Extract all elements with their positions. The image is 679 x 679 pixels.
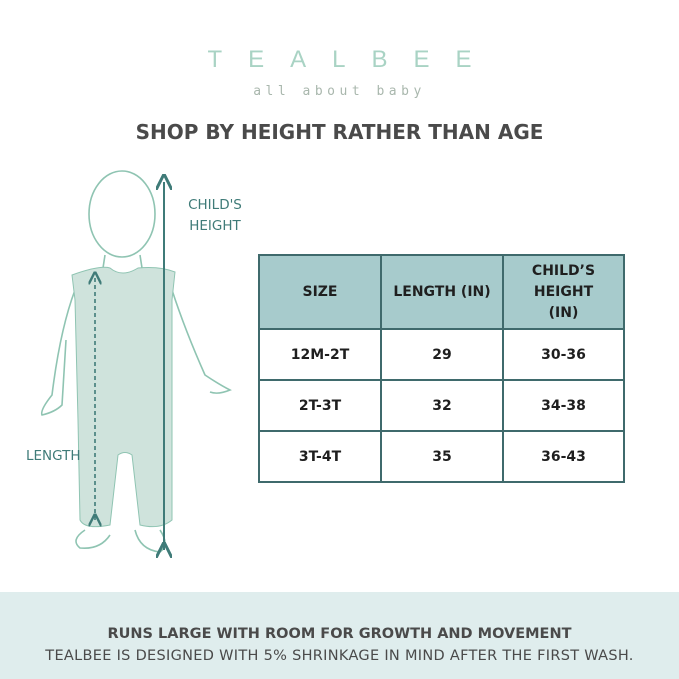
cell-length: 35 [380, 430, 504, 483]
table-header-row: SIZE LENGTH (IN) CHILD’S HEIGHT (IN) [258, 254, 625, 330]
footer-band [0, 592, 679, 679]
cell-length: 32 [380, 379, 504, 432]
cell-size: 3T-4T [258, 430, 382, 483]
romper-shape [71, 266, 176, 528]
brand-logo: TEALBEE [207, 46, 498, 73]
child-outline [40, 170, 232, 553]
footer-note: TEALBEE IS DESIGNED WITH 5% SHRINKAGE IN… [45, 648, 634, 664]
table-row: 3T-4T 35 36-43 [258, 430, 625, 483]
table-row: 12M-2T 29 30-36 [258, 328, 625, 381]
height-label: CHILD'S HEIGHT [188, 197, 242, 234]
cell-height: 36-43 [502, 430, 625, 483]
footer-headline: RUNS LARGE WITH ROOM FOR GROWTH AND MOVE… [107, 626, 572, 642]
cell-height: 34-38 [502, 379, 625, 432]
header-length: LENGTH (IN) [380, 254, 504, 330]
child-figure-illustration [40, 170, 232, 570]
cell-size: 12M-2T [258, 328, 382, 381]
cell-size: 2T-3T [258, 379, 382, 432]
header-height: CHILD’S HEIGHT (IN) [502, 254, 625, 330]
cell-height: 30-36 [502, 328, 625, 381]
length-label: LENGTH [26, 448, 81, 464]
header-size: SIZE [258, 254, 382, 330]
cell-length: 29 [380, 328, 504, 381]
brand-tagline: all about baby [253, 84, 426, 99]
size-table: SIZE LENGTH (IN) CHILD’S HEIGHT (IN) 12M… [258, 254, 625, 483]
page-title: SHOP BY HEIGHT RATHER THAN AGE [135, 120, 544, 144]
table-row: 2T-3T 32 34-38 [258, 379, 625, 432]
